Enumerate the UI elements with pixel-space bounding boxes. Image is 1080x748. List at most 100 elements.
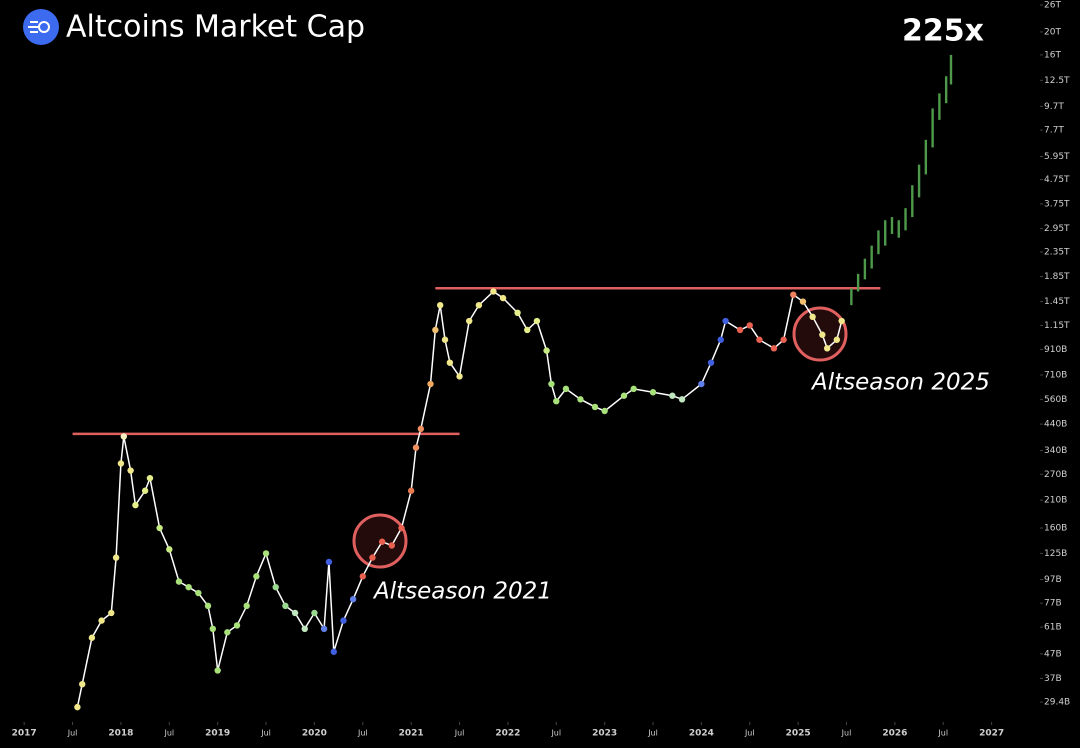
price-point (456, 373, 463, 380)
projection-bar (850, 288, 853, 306)
y-tick-label: 3.75T (1044, 199, 1070, 209)
y-tick-label: 1.85T (1044, 272, 1070, 282)
annotation: 225x (902, 14, 984, 49)
y-tick-label: 26T (1044, 1, 1061, 11)
annotation: Altseason 2025 (810, 370, 990, 396)
price-point (756, 336, 763, 343)
y-tick-label: 61B (1044, 623, 1062, 633)
price-point (412, 444, 420, 451)
x-tick-label: Jul (163, 729, 174, 738)
price-point (272, 583, 279, 591)
projection-bar (897, 220, 900, 238)
price-point (311, 609, 318, 617)
projection-bar (911, 185, 914, 218)
price-point (514, 309, 521, 317)
y-tick-label: 210B (1044, 496, 1067, 506)
x-tick-label: 2023 (592, 729, 617, 739)
x-tick-label: Jul (67, 729, 78, 738)
price-point (722, 317, 729, 325)
x-tick-label: 2027 (979, 729, 1004, 739)
x-tick-label: 2020 (302, 729, 327, 739)
price-point (301, 625, 308, 633)
price-point (204, 602, 212, 610)
x-tick-label: Jul (744, 729, 755, 738)
y-tick-label: 2.35T (1044, 247, 1070, 257)
price-point (398, 524, 405, 532)
x-tick-label: Jul (454, 729, 465, 738)
price-point (233, 622, 241, 629)
price-point (98, 617, 105, 624)
price-point (809, 313, 816, 321)
x-tick-label: Jul (841, 729, 852, 738)
price-point (108, 609, 115, 617)
y-tick-label: 20T (1044, 27, 1061, 37)
price-point (466, 317, 473, 325)
price-point (320, 625, 328, 633)
price-point (770, 345, 778, 352)
price-point (349, 596, 357, 603)
price-point (553, 397, 560, 405)
price-point (499, 294, 507, 302)
price-point (166, 546, 173, 553)
x-tick-label: 2019 (205, 729, 230, 739)
price-point (243, 602, 250, 610)
y-tick-label: 340B (1044, 446, 1067, 456)
y-tick-label: 710B (1044, 370, 1067, 380)
projection-bar (938, 93, 941, 120)
annotation: Altseason 2021 (372, 579, 552, 605)
x-tick-label: Jul (647, 729, 658, 738)
price-point (330, 648, 337, 655)
y-tick-label: 1.15T (1044, 321, 1070, 331)
y-tick-label: 7.7T (1044, 126, 1064, 136)
x-tick-label: 2026 (882, 729, 907, 739)
price-point (698, 380, 705, 388)
price-point (146, 474, 154, 482)
y-tick-label: 560B (1044, 395, 1067, 405)
price-point (838, 317, 845, 325)
price-point (601, 407, 608, 415)
y-tick-label: 2.95T (1044, 224, 1070, 234)
price-point (175, 578, 183, 585)
y-tick-label: 77B (1044, 599, 1062, 609)
price-point (282, 602, 289, 610)
price-point (533, 317, 541, 325)
price-point (823, 345, 831, 352)
price-point (224, 629, 231, 636)
price-point (490, 288, 497, 295)
price-point (127, 467, 134, 474)
price-point (819, 331, 826, 338)
x-tick-label: Jul (937, 729, 948, 738)
price-point (441, 336, 449, 343)
price-point (746, 322, 753, 329)
price-point (707, 359, 715, 366)
price-point (432, 326, 439, 334)
projection-bar (863, 258, 867, 280)
price-point (88, 634, 96, 641)
price-point (780, 336, 787, 343)
x-tick-label: 2024 (689, 729, 714, 739)
price-point (407, 487, 415, 494)
y-tick-label: 125B (1044, 549, 1067, 559)
y-tick-label: 160B (1044, 524, 1067, 534)
y-tick-label: 16T (1044, 50, 1061, 60)
y-tick-label: 47B (1044, 649, 1062, 659)
price-point (185, 583, 192, 591)
projection-bar (944, 76, 948, 104)
x-tick-label: Jul (357, 729, 368, 738)
price-point (195, 589, 202, 597)
projection-bar (949, 54, 953, 85)
y-tick-label: 97B (1044, 575, 1062, 585)
price-point (291, 609, 299, 617)
price-point (156, 524, 163, 532)
price-point (427, 380, 434, 388)
price-point (417, 425, 425, 433)
price-point (253, 573, 260, 580)
price-point (112, 554, 120, 561)
price-point (630, 385, 637, 393)
x-tick-label: Jul (550, 729, 561, 738)
price-point (562, 385, 570, 393)
price-point (369, 554, 376, 561)
projection-bar (884, 220, 887, 246)
y-tick-label: 29.4B (1044, 698, 1070, 708)
